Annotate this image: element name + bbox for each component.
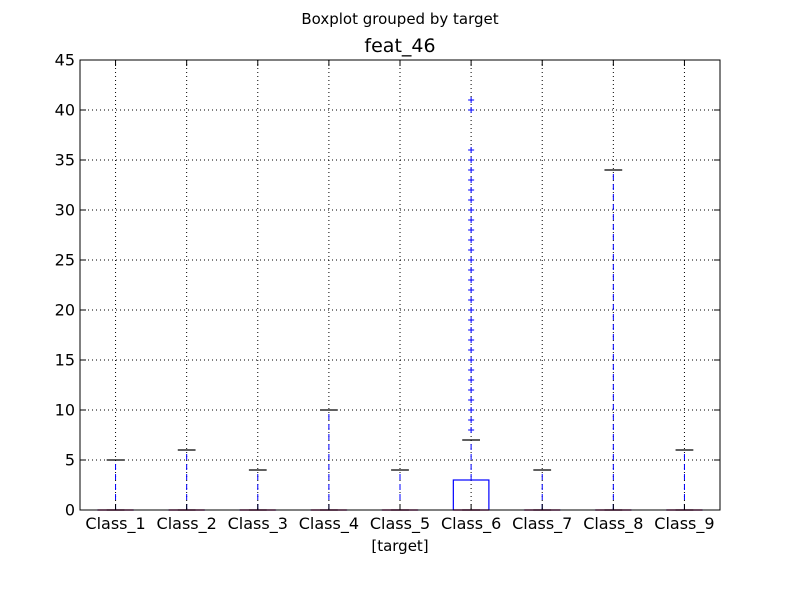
y-tick-label: 5 <box>65 451 75 470</box>
x-tick-label: Class_9 <box>654 514 714 534</box>
flier-point <box>468 207 475 213</box>
flier-point <box>468 147 475 153</box>
flier-point <box>468 107 475 113</box>
flier-point <box>468 377 475 383</box>
flier-point <box>468 197 475 203</box>
flier-point <box>468 367 475 373</box>
y-tick-label: 15 <box>55 351 75 370</box>
flier-point <box>468 257 475 263</box>
x-tick-label: Class_7 <box>512 514 572 534</box>
y-tick-label: 45 <box>55 51 75 70</box>
flier-point <box>468 287 475 293</box>
flier-point <box>468 97 475 103</box>
flier-point <box>468 417 475 423</box>
x-tick-label: Class_3 <box>228 514 288 534</box>
x-tick-label: Class_2 <box>157 514 217 534</box>
flier-point <box>468 407 475 413</box>
flier-point <box>468 397 475 403</box>
x-axis-label: [target] <box>371 537 428 555</box>
y-tick-label: 20 <box>55 301 75 320</box>
y-tick-label: 25 <box>55 251 75 270</box>
grid <box>80 60 720 510</box>
flier-point <box>468 177 475 183</box>
x-tick-label: Class_6 <box>441 514 501 534</box>
flier-point <box>468 347 475 353</box>
y-tick-label: 0 <box>65 501 75 520</box>
flier-point <box>468 427 475 433</box>
x-tick-label: Class_8 <box>583 514 643 534</box>
flier-point <box>468 317 475 323</box>
flier-point <box>468 237 475 243</box>
flier-point <box>468 227 475 233</box>
y-tick-label: 10 <box>55 401 75 420</box>
y-tick-label: 35 <box>55 151 75 170</box>
x-tick-label: Class_5 <box>370 514 430 534</box>
flier-point <box>468 187 475 193</box>
flier-point <box>468 337 475 343</box>
flier-point <box>468 277 475 283</box>
flier-point <box>468 267 475 273</box>
y-tick-label: 30 <box>55 201 75 220</box>
y-tick-label: 40 <box>55 101 75 120</box>
flier-point <box>468 307 475 313</box>
x-tick-label: Class_4 <box>299 514 359 534</box>
flier-point <box>468 387 475 393</box>
x-tick-label: Class_1 <box>85 514 145 534</box>
chart-suptitle: Boxplot grouped by target <box>301 10 498 28</box>
flier-point <box>468 217 475 223</box>
flier-point <box>468 297 475 303</box>
flier-point <box>468 327 475 333</box>
chart-title: feat_46 <box>364 35 435 57</box>
flier-point <box>468 167 475 173</box>
flier-point <box>468 157 475 163</box>
ticks: 0 5 10 15 20 25 30 35 40 45 Class_1 Class_2 Class_3 C… <box>55 51 720 534</box>
flier-point <box>468 357 475 363</box>
flier-point <box>468 247 475 253</box>
